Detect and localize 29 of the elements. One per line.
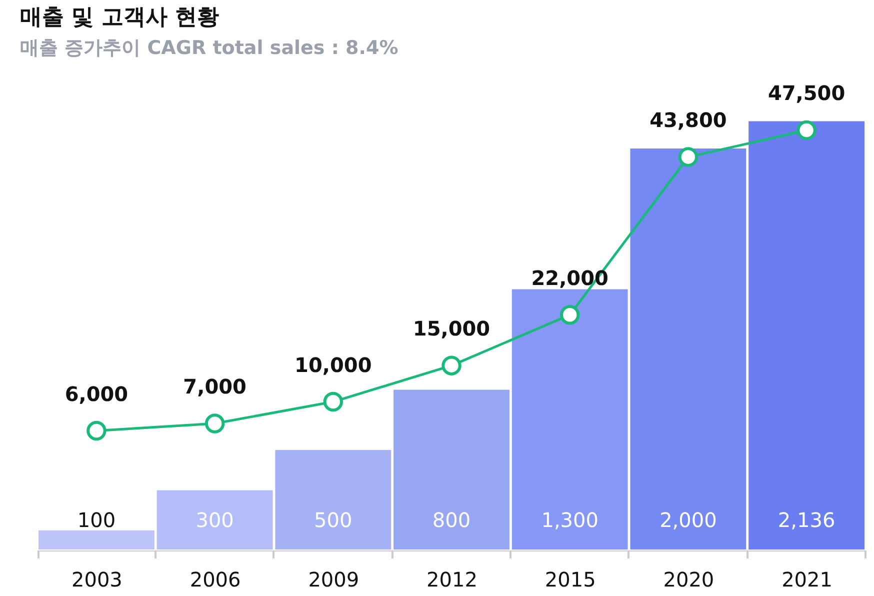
- data-label: 43,800: [650, 108, 727, 132]
- x-tick-label: 2020: [663, 568, 714, 592]
- point: [560, 305, 580, 325]
- x-tick-label: 2012: [426, 568, 478, 592]
- data-label: 47,500: [768, 81, 846, 106]
- data-label: 7,000: [183, 374, 246, 399]
- data-label: 100: [77, 508, 116, 532]
- x-tick-label: 2009: [308, 568, 360, 592]
- x-tick-label: 2003: [72, 568, 122, 592]
- data-label: 10,000: [294, 352, 372, 377]
- point: [323, 392, 344, 412]
- chart-title: 매출 및 고객사 현황: [20, 5, 219, 30]
- data-label: 15,000: [412, 316, 490, 341]
- point: [442, 356, 462, 376]
- data-label: 500: [314, 508, 352, 532]
- point: [204, 414, 225, 434]
- point: [796, 120, 816, 140]
- data-label: 2,136: [778, 508, 836, 532]
- data-label: 800: [432, 508, 471, 532]
- data-label: 6,000: [64, 382, 128, 406]
- chart-subtitle: 매출 증가추이 CAGR total sales : 8.4%: [20, 37, 398, 59]
- x-tick-label: 2021: [782, 568, 832, 592]
- data-label: 1,300: [541, 508, 598, 532]
- data-label: 300: [196, 508, 234, 532]
- data-label: 2,000: [660, 508, 717, 532]
- x-tick-label: 2006: [190, 568, 241, 592]
- point: [678, 147, 698, 167]
- x-tick-label: 2015: [544, 568, 596, 592]
- point: [86, 420, 106, 441]
